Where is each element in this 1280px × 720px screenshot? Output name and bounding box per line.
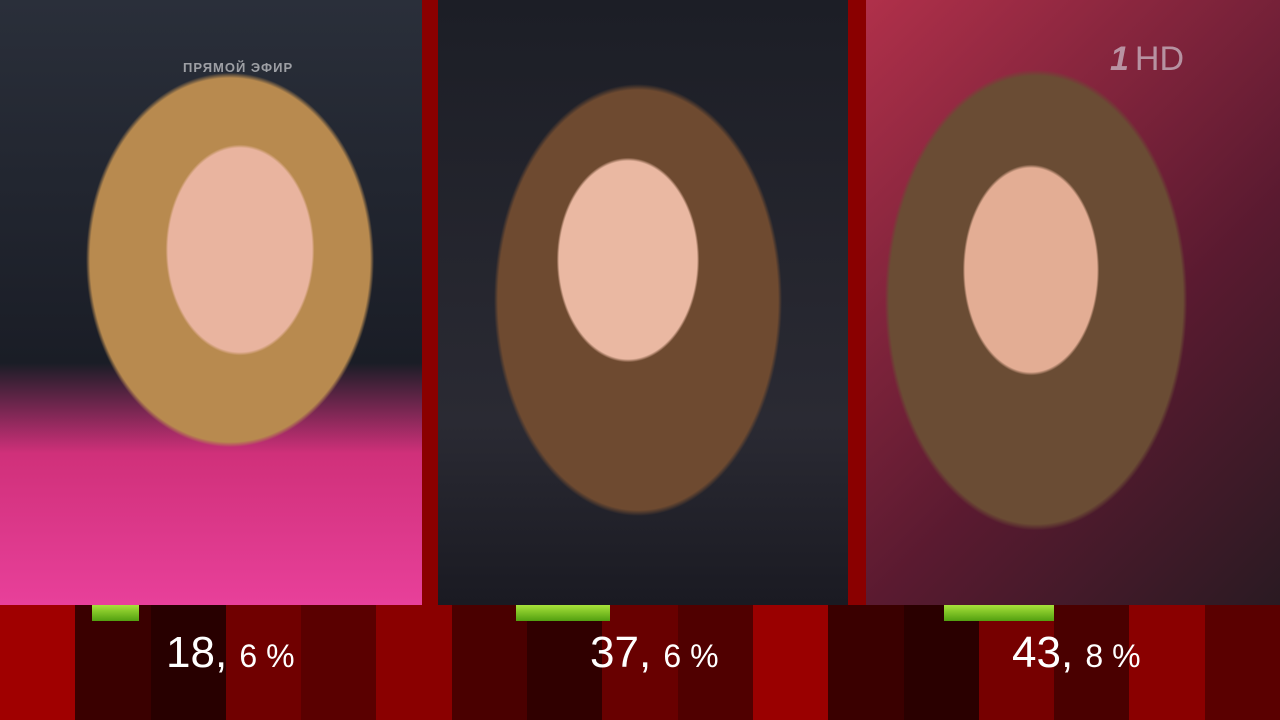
- vote-percent-3: 43, 8 %: [1012, 628, 1141, 677]
- vote-percent-1: 18, 6 %: [166, 628, 295, 677]
- contestant-video-2: [438, 0, 848, 605]
- vote-bar-2: [516, 605, 610, 621]
- contestant-video-3: [866, 0, 1280, 605]
- channel-one-icon: 1: [1110, 40, 1129, 78]
- live-label: ПРЯМОЙ ЭФИР: [183, 60, 294, 75]
- vote-bar-3: [944, 605, 1054, 621]
- channel-logo: 1 HD: [1110, 40, 1184, 79]
- contestant-video-1: [0, 0, 422, 605]
- hd-label: HD: [1134, 40, 1185, 78]
- vote-bar-1: [92, 605, 139, 621]
- results-band: [0, 605, 1280, 720]
- vote-percent-2: 37, 6 %: [590, 628, 719, 677]
